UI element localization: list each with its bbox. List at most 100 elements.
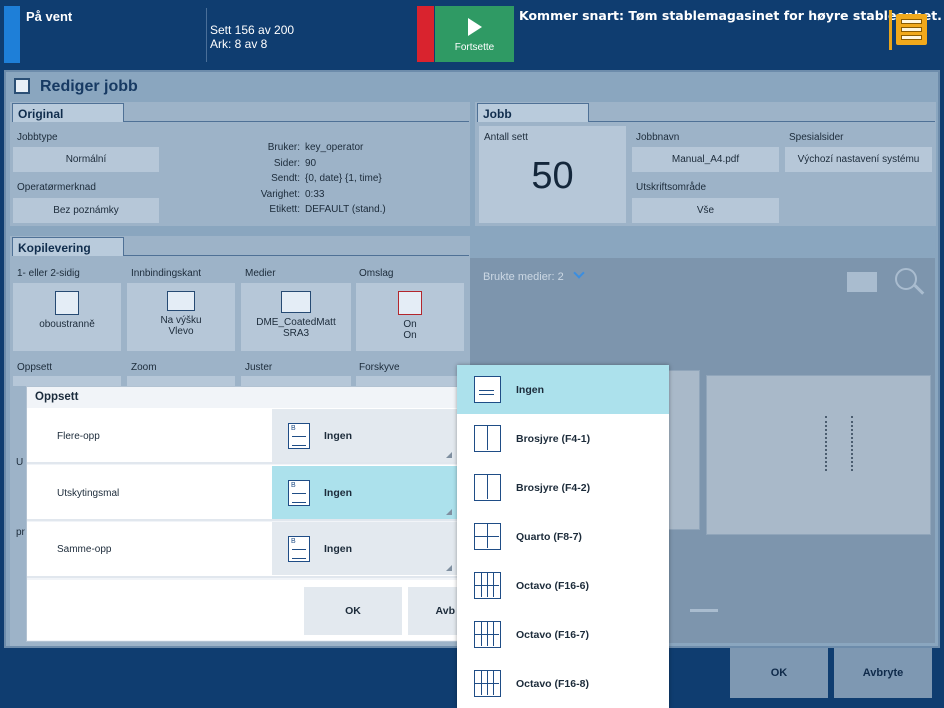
option-label: Octavo (F16-8) [516,677,589,690]
info-value: key_operator [305,142,364,153]
copies-tile[interactable] [479,126,626,223]
dialog-ok-button[interactable]: OK [304,587,402,635]
sets-progress: Sett 156 av 200 [210,23,295,37]
option-label: Brosjyre (F4-1) [516,432,591,445]
info-key: Bruker: [267,142,300,153]
quarto-grid-icon [474,523,501,550]
sameup-select[interactable]: Ingen [272,522,457,575]
imposition-dropdown-list: Ingen Brosjyre (F4-1) Brosjyre (F4-2) Qu… [457,365,669,708]
tab-job[interactable]: Jobb [477,103,589,122]
sides-label: 1- eller 2-sidig [17,268,80,279]
zoom-label: Zoom [131,362,157,373]
option-octavo-f16-8[interactable]: Octavo (F16-8) [457,659,669,708]
binding-edge-tile[interactable]: Na výšku Vlevo [127,283,235,351]
jobtype-label: Jobbtype [17,132,58,143]
divider [206,8,207,62]
zoom-search-icon[interactable] [895,268,917,290]
server-icon [901,35,922,40]
special-pages-field[interactable]: Výchozí nastavení systému [785,147,932,172]
operator-note-field[interactable]: Bez poznámky [13,198,159,223]
media-label: Medier [245,268,276,279]
shift-label: Forskyve [359,362,400,373]
imposition-icon [288,535,310,562]
edit-icon [14,78,30,94]
tab-original[interactable]: Original [12,103,124,122]
info-key: Varighet: [260,188,300,200]
cover-label: Omslag [359,268,394,279]
layout-label: Oppsett [17,362,53,373]
status-message: Kommer snart: Tøm stablemagasinet for hø… [519,8,942,23]
error-indicator [417,6,434,62]
special-pages-label: Spesialsider [789,132,844,143]
print-range-field[interactable]: Vše [632,198,779,223]
adjust-tile[interactable] [241,376,351,386]
layout-tile[interactable] [13,376,121,386]
jobtype-field[interactable]: Normální [13,147,159,172]
media-used-text: Brukte medier: 2 [483,271,564,283]
media-used-dropdown[interactable]: Brukte medier: 2 [483,267,585,283]
tab-underline [124,121,469,122]
sameup-label: Samme-opp [57,544,112,555]
sides-value: oboustranně [39,319,95,330]
octavo-grid-icon [474,572,501,599]
binding-edge-label: Innbindingskant [131,268,202,279]
server-icon [901,19,922,24]
page-marks [825,416,853,471]
imposition-select[interactable]: Ingen [272,466,457,519]
brochure-icon [474,474,501,501]
job-info: Bruker: key_operator Sider: 90 Sendt: {0, d… [240,142,386,220]
continue-button[interactable]: Fortsette [435,6,514,62]
page-title: Rediger jobb [40,78,138,95]
imposition-value: Ingen [324,486,352,499]
cover-value-2: On [403,330,417,341]
adjust-label: Juster [245,362,273,373]
cover-tile[interactable]: On On [356,283,464,351]
option-label: Quarto (F8-7) [516,530,582,543]
media-value: DME_CoatedMatt [256,317,336,328]
binding-value-2: Vlevo [168,326,194,337]
play-icon [467,18,482,36]
imposition-icon [288,479,310,506]
option-brochure-f4-2[interactable]: Brosjyre (F4-2) [457,463,669,512]
menu-button-frame [889,10,931,50]
print-range-label: Utskriftsområde [636,182,707,193]
sameup-value: Ingen [324,542,352,555]
ok-button[interactable]: OK [730,648,828,698]
partial-label: pr [16,527,25,538]
nup-select[interactable]: Ingen [272,409,457,462]
continue-label: Fortsette [454,42,495,53]
dialog-title: Oppsett [35,391,79,403]
media-value-2: SRA3 [282,328,310,339]
sheet-preview-right [706,375,931,535]
page-icon [474,376,501,403]
dropdown-corner-icon [446,565,452,571]
option-octavo-f16-7[interactable]: Octavo (F16-7) [457,610,669,659]
option-ingen[interactable]: Ingen [457,365,669,414]
jobname-field[interactable]: Manual_A4.pdf [632,147,779,172]
media-tile[interactable]: DME_CoatedMatt SRA3 [241,283,351,351]
cancel-button[interactable]: Avbryte [834,648,932,698]
slider-icon[interactable] [690,609,718,612]
zoom-tile[interactable] [127,376,235,386]
dialog-cancel-button[interactable]: Avb [408,587,457,635]
copies-label: Antall sett [484,132,528,143]
duplex-icon [55,291,79,315]
option-quarto-f8-7[interactable]: Quarto (F8-7) [457,512,669,561]
imposition-icon [288,422,310,449]
option-octavo-f16-6[interactable]: Octavo (F16-6) [457,561,669,610]
sides-tile[interactable]: oboustranně [13,283,121,351]
shift-tile[interactable] [356,376,464,386]
info-key: Sider: [273,157,300,169]
book-view-icon[interactable] [847,272,877,292]
operator-note-label: Operatørmerknad [17,182,96,193]
nup-value: Ingen [324,429,352,442]
printer-status: På vent [26,9,73,24]
copies-value: 50 [531,155,574,197]
option-brochure-f4-1[interactable]: Brosjyre (F4-1) [457,414,669,463]
tab-copy-delivery[interactable]: Kopilevering [12,237,124,256]
info-value: DEFAULT (stand.) [305,204,386,216]
info-value: 90 [305,157,317,169]
info-key: Etikett: [269,204,300,216]
server-menu-button[interactable] [896,14,927,45]
option-label: Octavo (F16-6) [516,579,589,592]
